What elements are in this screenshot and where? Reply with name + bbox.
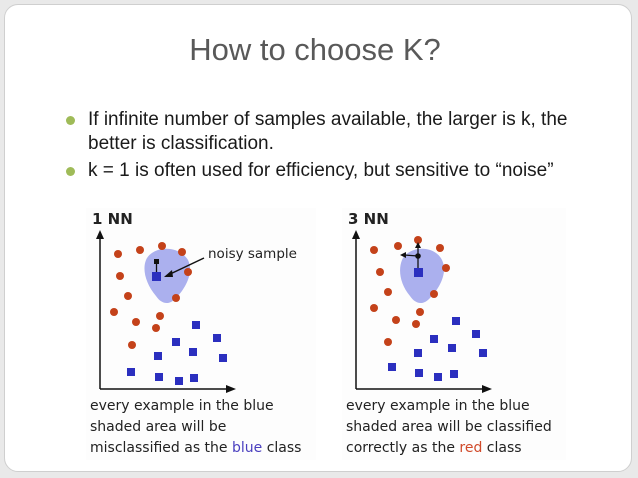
blue-point <box>127 368 135 376</box>
blue-point <box>154 352 162 360</box>
red-point <box>114 250 122 258</box>
blue-point <box>452 317 460 325</box>
red-point <box>132 318 140 326</box>
diagram-1nn <box>96 230 236 393</box>
red-point <box>394 242 402 250</box>
red-point <box>414 236 422 244</box>
bullet-item: If infinite number of samples available,… <box>66 108 606 156</box>
caption-text: every example in the blue shaded area wi… <box>346 398 552 456</box>
red-point <box>384 288 392 296</box>
caption-highlight: blue <box>231 440 263 456</box>
y-axis-arrow-icon <box>96 230 104 239</box>
blue-point <box>175 377 183 385</box>
caption-text-end: class <box>262 440 302 456</box>
noisy-sample-point <box>152 272 161 281</box>
red-point <box>116 272 124 280</box>
red-point <box>442 264 450 272</box>
red-point <box>128 341 136 349</box>
noisy-sample-label: noisy sample <box>208 246 297 262</box>
diagram-3nn <box>352 230 492 393</box>
query-point <box>154 259 159 264</box>
blue-point <box>192 321 200 329</box>
x-axis-arrow-icon <box>482 385 492 393</box>
blue-point <box>430 335 438 343</box>
red-point <box>156 312 164 320</box>
x-axis-arrow-icon <box>226 385 236 393</box>
y-axis-arrow-icon <box>352 230 360 239</box>
red-point <box>136 246 144 254</box>
panel-caption: every example in the blue shaded area wi… <box>346 396 566 459</box>
red-point <box>416 308 424 316</box>
red-point <box>152 324 160 332</box>
red-point <box>172 294 180 302</box>
blue-point <box>450 370 458 378</box>
blue-point <box>472 330 480 338</box>
bullet-list: If infinite number of samples available,… <box>66 108 606 186</box>
caption-highlight: red <box>459 440 483 456</box>
red-point <box>124 292 132 300</box>
blue-point <box>479 349 487 357</box>
caption-text-end: class <box>482 440 522 456</box>
panel-title: 1 NN <box>92 210 133 228</box>
blue-point <box>415 369 423 377</box>
pointer-arrow-icon <box>164 270 173 277</box>
red-point <box>370 246 378 254</box>
panel-3nn: 3 NN every example in the blue shaded ar… <box>342 208 566 460</box>
red-point <box>178 248 186 256</box>
neighbor-arrow-icon <box>400 252 406 258</box>
red-point <box>184 268 192 276</box>
blue-point <box>388 363 396 371</box>
bullet-marker-icon <box>66 116 75 125</box>
blue-point <box>414 349 422 357</box>
panel-1nn: 1 NN noisy sample every example in the b… <box>86 208 316 460</box>
blue-point <box>172 338 180 346</box>
blue-point <box>155 373 163 381</box>
red-point <box>430 290 438 298</box>
blue-point <box>213 334 221 342</box>
red-point <box>376 268 384 276</box>
slide-title: How to choose K? <box>189 32 441 67</box>
blue-point <box>189 348 197 356</box>
panel-title: 3 NN <box>348 210 389 228</box>
blue-point <box>434 373 442 381</box>
blue-point <box>448 344 456 352</box>
red-point <box>110 308 118 316</box>
bullet-text: If infinite number of samples available,… <box>88 109 568 154</box>
bullet-text: k = 1 is often used for efficiency, but … <box>88 160 554 181</box>
red-point <box>370 304 378 312</box>
neighbor-link <box>403 254 419 257</box>
red-point <box>158 242 166 250</box>
bullet-marker-icon <box>66 167 75 176</box>
caption-text: every example in the blue shaded area wi… <box>90 398 274 456</box>
red-point <box>384 338 392 346</box>
neighbor-arrow-icon <box>415 242 421 248</box>
blue-point <box>219 354 227 362</box>
red-point <box>436 244 444 252</box>
noisy-sample-point <box>414 268 423 277</box>
bullet-item: k = 1 is often used for efficiency, but … <box>66 159 606 183</box>
blue-point <box>190 374 198 382</box>
panel-caption: every example in the blue shaded area wi… <box>90 396 316 459</box>
red-point <box>412 320 420 328</box>
red-point <box>392 316 400 324</box>
